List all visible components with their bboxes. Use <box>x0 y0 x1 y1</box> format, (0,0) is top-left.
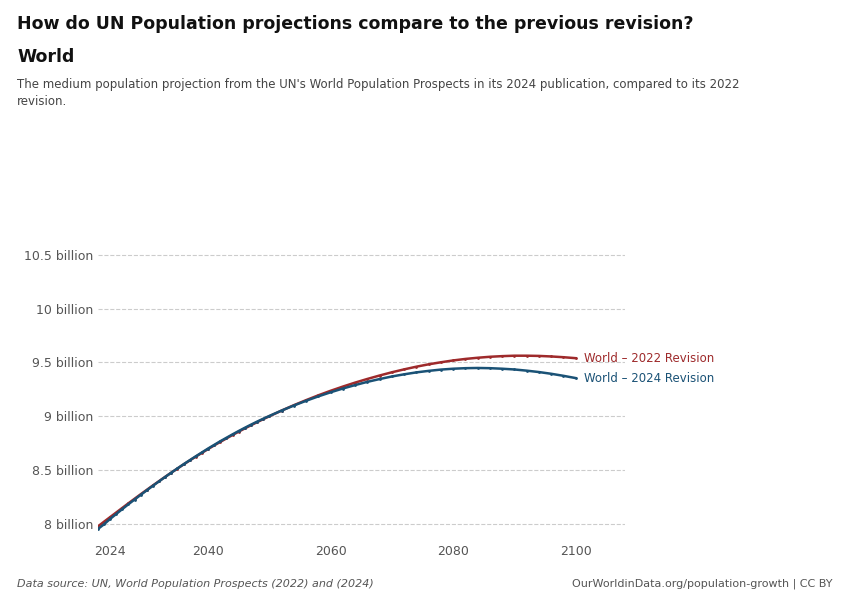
Text: World – 2024 Revision: World – 2024 Revision <box>584 371 714 385</box>
Text: Our World: Our World <box>742 17 809 30</box>
Text: World – 2022 Revision: World – 2022 Revision <box>584 352 714 365</box>
Text: How do UN Population projections compare to the previous revision?: How do UN Population projections compare… <box>17 15 694 33</box>
Text: The medium population projection from the UN's World Population Prospects in its: The medium population projection from th… <box>17 78 740 108</box>
Text: OurWorldinData.org/population-growth | CC BY: OurWorldinData.org/population-growth | C… <box>573 578 833 589</box>
Text: in Data: in Data <box>751 35 800 48</box>
Text: Data source: UN, World Population Prospects (2022) and (2024): Data source: UN, World Population Prospe… <box>17 579 374 589</box>
Text: World: World <box>17 48 75 66</box>
